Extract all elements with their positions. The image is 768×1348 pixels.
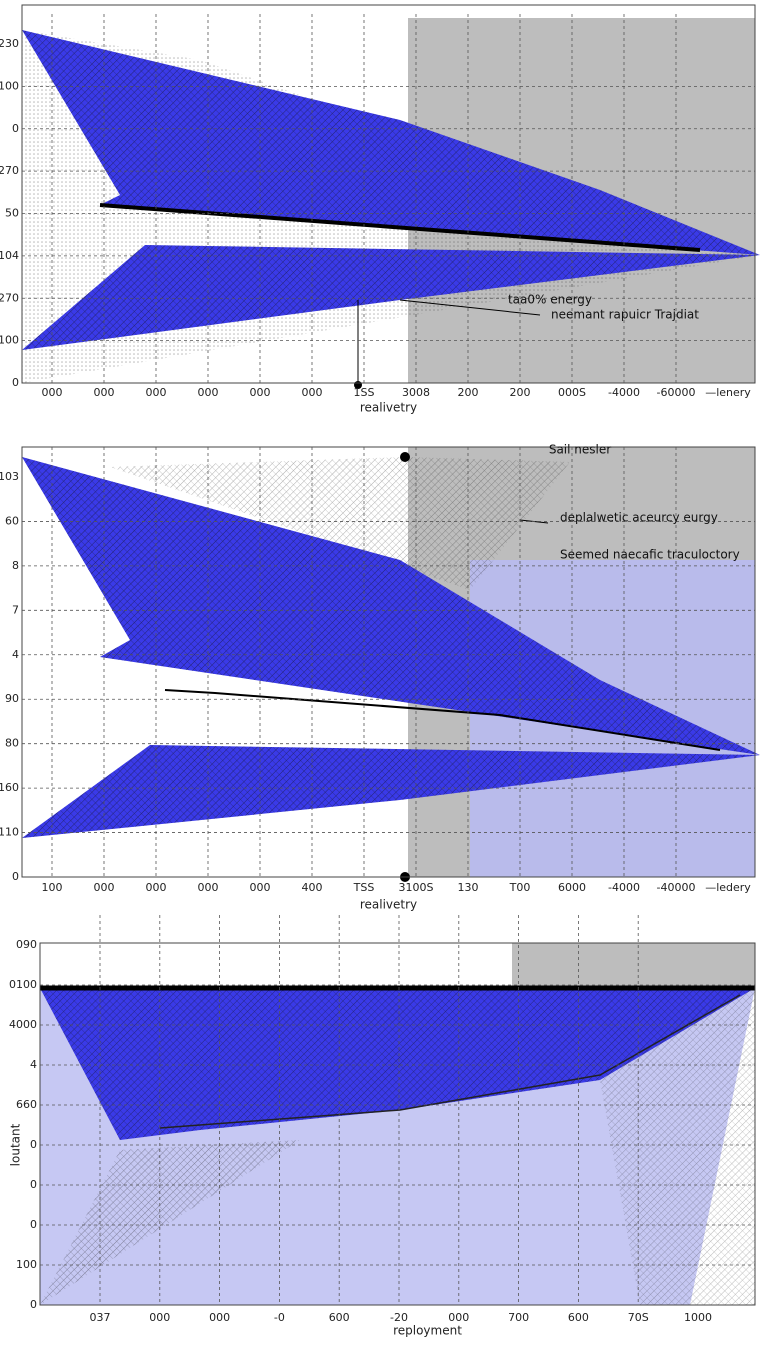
x-tick-label: 000 bbox=[198, 386, 219, 399]
y-tick-label: 270 bbox=[0, 291, 19, 304]
x-tick-label: T00 bbox=[509, 881, 531, 894]
annotation: Seemed naecafic traculoctory bbox=[560, 548, 740, 562]
x-tick-label: 600 bbox=[329, 1311, 350, 1324]
x-tick-label: 1000 bbox=[684, 1311, 712, 1324]
y-tick-label: 103 bbox=[0, 470, 19, 483]
x-tick-label: -40000 bbox=[657, 881, 696, 894]
y-tick-label: 0 bbox=[12, 376, 19, 389]
x-tick-label: -4000 bbox=[608, 881, 640, 894]
x-tick-label: —ledery bbox=[705, 881, 751, 894]
x-tick-label: -60000 bbox=[657, 386, 696, 399]
y-tick-label: 4 bbox=[12, 648, 19, 661]
y-axis-title: loutant bbox=[9, 1123, 23, 1166]
y-tick-label: 80 bbox=[5, 737, 19, 750]
panel-1 bbox=[21, 4, 760, 389]
x-tick-label: 000 bbox=[250, 386, 271, 399]
x-tick-label: 000 bbox=[209, 1311, 230, 1324]
y-tick-label: 110 bbox=[0, 826, 19, 839]
x-axis-title: reployment bbox=[393, 1324, 462, 1338]
annotation: deplalwetic aceurcy eurgy bbox=[560, 511, 718, 525]
x-tick-label: 000 bbox=[146, 881, 167, 894]
x-tick-label: 000 bbox=[149, 1311, 170, 1324]
annotation: neemant rapuicr Trajdiat bbox=[551, 308, 699, 322]
y-tick-label: 8 bbox=[12, 559, 19, 572]
y-tick-label: 4 bbox=[30, 1058, 37, 1071]
x-tick-label: 000 bbox=[448, 1311, 469, 1324]
panel-3 bbox=[39, 942, 756, 1306]
y-tick-label: 60 bbox=[5, 514, 19, 527]
x-tick-label: 70S bbox=[628, 1311, 649, 1324]
annotation: Sail nesler bbox=[549, 443, 611, 457]
y-tick-label: 0 bbox=[30, 1138, 37, 1151]
x-tick-label: 000 bbox=[146, 386, 167, 399]
annotation: taa0% energy bbox=[508, 293, 592, 307]
x-tick-label: 400 bbox=[302, 881, 323, 894]
y-tick-label: 160 bbox=[0, 781, 19, 794]
y-tick-label: 0 bbox=[30, 1178, 37, 1191]
x-tick-label: 000 bbox=[94, 386, 115, 399]
x-tick-label: -20 bbox=[390, 1311, 408, 1324]
x-tick-label: 3100S bbox=[399, 881, 434, 894]
x-tick-label: 6000 bbox=[558, 881, 586, 894]
y-tick-label: 660 bbox=[16, 1098, 37, 1111]
y-tick-label: 270 bbox=[0, 164, 19, 177]
x-tick-label: 200 bbox=[458, 386, 479, 399]
y-tick-label: 7 bbox=[12, 603, 19, 616]
x-tick-label: 600 bbox=[568, 1311, 589, 1324]
x-tick-label: 1SS bbox=[354, 386, 375, 399]
x-tick-label: —lenery bbox=[705, 386, 751, 399]
y-tick-label: 0 bbox=[30, 1218, 37, 1231]
y-tick-label: 0 bbox=[12, 870, 19, 883]
x-tick-label: 000 bbox=[94, 881, 115, 894]
y-tick-label: 100 bbox=[0, 334, 19, 347]
y-tick-label: 4000 bbox=[9, 1018, 37, 1031]
x-axis-title: realivetry bbox=[360, 401, 417, 415]
y-tick-label: 100 bbox=[0, 79, 19, 92]
x-axis-title: realivetry bbox=[360, 898, 417, 912]
x-tick-label: 000 bbox=[198, 881, 219, 894]
x-tick-label: -4000 bbox=[608, 386, 640, 399]
y-tick-label: 0 bbox=[12, 122, 19, 135]
x-tick-label: 3008 bbox=[402, 386, 430, 399]
x-tick-label: 000S bbox=[558, 386, 586, 399]
x-tick-label: 700 bbox=[508, 1311, 529, 1324]
panel-2 bbox=[21, 446, 760, 882]
x-tick-label: 130 bbox=[458, 881, 479, 894]
x-tick-label: -0 bbox=[274, 1311, 285, 1324]
y-tick-label: 090 bbox=[16, 938, 37, 951]
x-tick-label: 000 bbox=[42, 386, 63, 399]
x-tick-label: 100 bbox=[42, 881, 63, 894]
y-tick-label: 0 bbox=[30, 1298, 37, 1311]
y-tick-label: 104 bbox=[0, 249, 19, 262]
x-tick-label: 037 bbox=[90, 1311, 111, 1324]
x-tick-label: 200 bbox=[510, 386, 531, 399]
y-tick-label: 100 bbox=[16, 1258, 37, 1271]
y-tick-label: 50 bbox=[5, 207, 19, 220]
y-tick-label: 90 bbox=[5, 692, 19, 705]
x-tick-label: TSS bbox=[353, 881, 375, 894]
y-tick-label: 0100 bbox=[9, 978, 37, 991]
x-tick-label: 000 bbox=[302, 386, 323, 399]
x-tick-label: 000 bbox=[250, 881, 271, 894]
y-tick-label: 230 bbox=[0, 37, 19, 50]
